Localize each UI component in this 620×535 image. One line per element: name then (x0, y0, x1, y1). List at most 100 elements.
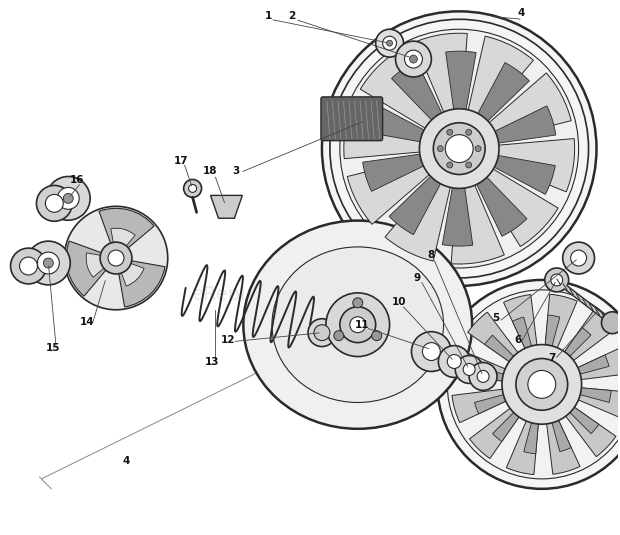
Wedge shape (360, 51, 459, 149)
Text: 9: 9 (414, 273, 421, 283)
Circle shape (353, 298, 363, 308)
Text: 1: 1 (265, 11, 272, 21)
Circle shape (45, 194, 63, 212)
Ellipse shape (272, 247, 443, 402)
Wedge shape (507, 384, 542, 475)
Wedge shape (459, 149, 556, 194)
Circle shape (528, 370, 556, 399)
Wedge shape (542, 384, 580, 474)
Text: 11: 11 (355, 320, 369, 330)
Wedge shape (446, 51, 476, 149)
Wedge shape (542, 294, 577, 384)
Wedge shape (116, 258, 144, 286)
Circle shape (502, 345, 582, 424)
Circle shape (409, 55, 417, 63)
Circle shape (466, 129, 472, 135)
Wedge shape (363, 103, 459, 149)
Circle shape (46, 177, 90, 220)
Wedge shape (459, 139, 575, 192)
Circle shape (516, 358, 568, 410)
Circle shape (563, 242, 595, 274)
Wedge shape (442, 149, 473, 246)
Wedge shape (66, 241, 116, 296)
Wedge shape (512, 317, 542, 384)
Text: 13: 13 (205, 356, 219, 366)
Wedge shape (391, 61, 459, 149)
Circle shape (545, 268, 569, 292)
Wedge shape (452, 384, 542, 423)
Circle shape (57, 187, 79, 209)
Circle shape (43, 258, 53, 268)
Text: 4: 4 (122, 456, 130, 466)
Circle shape (422, 342, 440, 361)
Circle shape (334, 331, 343, 341)
Circle shape (455, 356, 483, 384)
Wedge shape (344, 105, 459, 159)
Circle shape (19, 257, 37, 275)
Circle shape (463, 363, 475, 376)
Text: 5: 5 (492, 313, 500, 323)
Wedge shape (459, 63, 529, 149)
Circle shape (437, 146, 443, 151)
Circle shape (447, 290, 620, 479)
Circle shape (433, 123, 485, 174)
Text: 4: 4 (517, 9, 525, 18)
Text: 14: 14 (80, 317, 94, 327)
Wedge shape (542, 384, 620, 420)
Circle shape (64, 207, 168, 310)
Wedge shape (492, 384, 542, 441)
Text: 17: 17 (174, 156, 188, 165)
Ellipse shape (243, 220, 472, 429)
Text: 6: 6 (514, 334, 521, 345)
Wedge shape (467, 312, 542, 384)
Circle shape (314, 325, 330, 341)
Wedge shape (385, 149, 459, 261)
Text: 2: 2 (288, 11, 296, 21)
Circle shape (570, 250, 587, 266)
Wedge shape (451, 149, 504, 264)
Circle shape (404, 50, 422, 68)
Circle shape (437, 280, 620, 489)
Wedge shape (542, 384, 599, 434)
Circle shape (350, 317, 366, 333)
Wedge shape (542, 315, 560, 384)
Wedge shape (542, 310, 614, 384)
Circle shape (469, 363, 497, 391)
Circle shape (551, 274, 563, 286)
Circle shape (396, 41, 432, 77)
Circle shape (108, 250, 124, 266)
Circle shape (326, 293, 389, 356)
Circle shape (340, 29, 578, 268)
Circle shape (383, 36, 397, 50)
Circle shape (330, 19, 588, 278)
Wedge shape (503, 295, 542, 384)
Wedge shape (524, 384, 542, 454)
Wedge shape (542, 384, 616, 457)
Circle shape (445, 135, 473, 163)
Wedge shape (472, 366, 542, 384)
Circle shape (340, 307, 376, 342)
Wedge shape (459, 149, 558, 247)
Wedge shape (542, 384, 571, 452)
Circle shape (387, 40, 392, 46)
Text: 16: 16 (70, 175, 84, 186)
Circle shape (466, 162, 472, 168)
Circle shape (475, 146, 481, 151)
Circle shape (447, 162, 453, 168)
Wedge shape (459, 36, 533, 149)
Text: 7: 7 (548, 353, 556, 363)
Text: 18: 18 (203, 165, 218, 175)
Circle shape (438, 346, 470, 377)
Circle shape (601, 312, 620, 334)
Wedge shape (542, 346, 620, 384)
Circle shape (100, 242, 132, 274)
Circle shape (376, 29, 404, 57)
Circle shape (11, 248, 46, 284)
Polygon shape (211, 195, 242, 218)
Wedge shape (414, 33, 467, 149)
Wedge shape (116, 258, 165, 307)
Wedge shape (347, 149, 459, 224)
Circle shape (37, 252, 60, 274)
Wedge shape (459, 149, 527, 236)
Text: 12: 12 (221, 334, 236, 345)
